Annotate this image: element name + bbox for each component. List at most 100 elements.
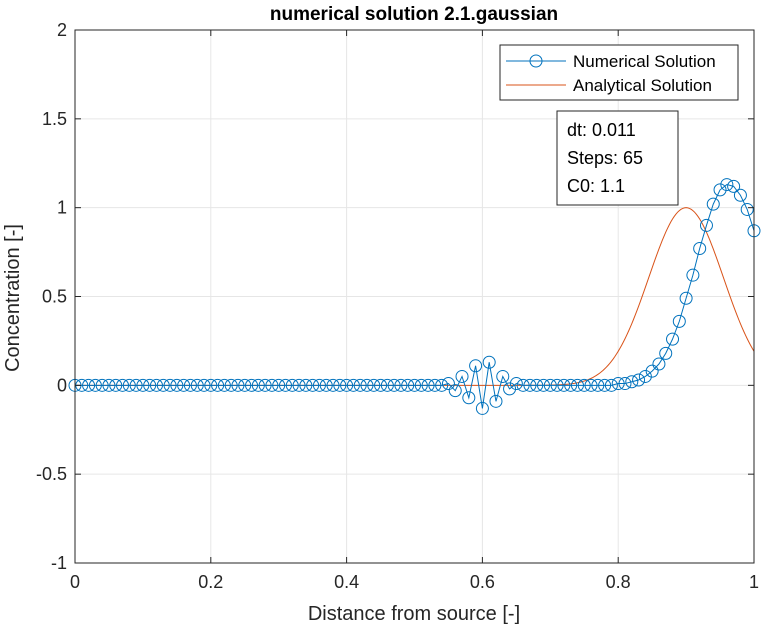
numerical-point [733,188,747,202]
numerical-point [95,378,109,392]
numerical-point [149,378,163,392]
numerical-point [421,378,435,392]
numerical-point [598,378,612,392]
numerical-point [122,378,136,392]
numerical-point [394,378,408,392]
numerical-point [706,197,720,211]
numerical-point [475,401,489,415]
annotation-box: dt: 0.011 Steps: 65 C0: 1.1 [556,110,679,206]
numerical-point [211,378,225,392]
annotation-dt: dt: 0.011 [567,120,636,140]
numerical-point [170,378,184,392]
numerical-point [224,378,238,392]
numerical-point [136,378,150,392]
numerical-point [672,314,686,328]
numerical-point [299,378,313,392]
legend: Numerical Solution Analytical Solution [499,44,739,101]
x-tick-label: 0 [70,572,80,592]
ticks: 0 0.2 0.4 0.6 0.8 1 -1 -0.5 0 0.5 1 1.5 2 [36,20,759,592]
numerical-point [516,378,530,392]
numerical-point [570,378,584,392]
numerical-point [652,357,666,371]
numerical-point [401,378,415,392]
numerical-point [156,378,170,392]
y-tick-label: 2 [57,20,67,40]
numerical-point [183,378,197,392]
numerical-point [435,378,449,392]
numerical-point [632,373,646,387]
numerical-point [462,391,476,405]
numerical-point [489,394,503,408]
numerical-point [102,378,116,392]
numerical-point [197,378,211,392]
chart-title: numerical solution 2.1.gaussian [270,4,558,25]
numerical-point [727,179,741,193]
numerical-point [496,369,510,383]
numerical-point [611,377,625,391]
numerical-point [557,378,571,392]
numerical-point [530,378,544,392]
numerical-point [333,378,347,392]
x-tick-label: 1 [749,572,759,592]
numerical-point [455,369,469,383]
numerical-point [543,378,557,392]
numerical-point [374,378,388,392]
numerical-point [509,377,523,391]
numerical-point [238,378,252,392]
numerical-point [686,268,700,282]
numerical-point [251,378,265,392]
annotation-frame [556,110,679,206]
numerical-point [380,378,394,392]
legend-numerical-marker [529,54,543,68]
y-tick-label: 1 [57,198,67,218]
numerical-point [699,218,713,232]
numerical-point [346,378,360,392]
numerical-point [428,378,442,392]
annotation-c0: C0: 1.1 [567,176,625,196]
numerical-point [204,378,218,392]
numerical-solution-line [75,184,755,409]
numerical-point [312,378,326,392]
x-tick-label: 0.2 [198,572,223,592]
numerical-point [319,378,333,392]
numerical-point [604,378,618,392]
numerical-point [217,378,231,392]
numerical-point [163,378,177,392]
numerical-point [693,242,707,256]
legend-analytical-label: Analytical Solution [573,76,712,95]
numerical-point [116,378,130,392]
y-tick-label: -1 [51,553,67,573]
annotation-steps: Steps: 65 [567,148,643,168]
numerical-point [88,378,102,392]
numerical-point [448,384,462,398]
numerical-point [482,355,496,369]
numerical-point [666,332,680,346]
numerical-point [258,378,272,392]
numerical-point [272,378,286,392]
numerical-point [591,378,605,392]
numerical-point [177,378,191,392]
numerical-point [577,378,591,392]
numerical-point [306,378,320,392]
numerical-point [340,378,354,392]
numerical-point [645,364,659,378]
numerical-point [82,378,96,392]
numerical-point [618,377,632,391]
numerical-point [143,378,157,392]
numerical-point [231,378,245,392]
numerical-point [408,378,421,392]
numerical-point [265,378,279,392]
numerical-point [740,202,754,216]
y-axis-label: Concentration [-] [2,224,24,372]
numerical-point [109,378,123,392]
numerical-point [353,378,367,392]
numerical-point [469,359,483,373]
numerical-point [720,178,734,192]
numerical-point [190,378,204,392]
numerical-point [659,346,673,360]
numerical-point [292,378,306,392]
numerical-point [278,378,292,392]
numerical-point [326,378,340,392]
legend-numerical-label: Numerical Solution [573,52,716,71]
